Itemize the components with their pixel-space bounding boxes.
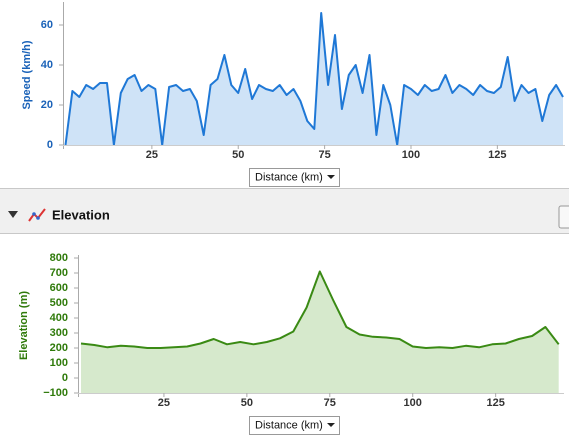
y-tick-label: 600: [50, 282, 68, 294]
y-tick-label: 0: [62, 372, 68, 384]
dropdown-label[interactable]: Distance (km): [255, 419, 323, 431]
y-tick-label: 100: [50, 357, 68, 369]
section-title: Elevation: [52, 207, 110, 222]
dropdown-arrow[interactable]: [327, 423, 335, 427]
line: [80, 270, 560, 349]
x-tick-label: 125: [486, 397, 504, 409]
y-axis-label: Speed (km/h): [21, 40, 33, 109]
dropdown-arrow[interactable]: [327, 175, 335, 179]
y-tick-label: 20: [41, 99, 53, 111]
dropdown-label[interactable]: Distance (km): [255, 171, 323, 183]
y-tick-label: 700: [50, 267, 68, 279]
y-tick-label: 800: [50, 252, 68, 264]
y-tick-label: 0: [47, 139, 53, 151]
area-fill: [81, 271, 559, 393]
y-tick-label: −100: [43, 387, 68, 399]
y-axis-label: Elevation (m): [18, 291, 30, 360]
expand-button[interactable]: [558, 205, 569, 229]
y-tick-label: 200: [50, 342, 68, 354]
collapse-toggle[interactable]: [8, 211, 18, 218]
area-fill: [65, 13, 563, 145]
section-header: [0, 188, 569, 234]
x-tick-label: 25: [146, 149, 158, 161]
y-tick-label: 300: [50, 327, 68, 339]
x-tick-label: 75: [318, 149, 330, 161]
x-tick-label: 25: [158, 397, 170, 409]
x-tick-label: 75: [324, 397, 336, 409]
y-tick-label: 60: [41, 19, 53, 31]
dropdown-box[interactable]: [249, 168, 340, 187]
x-axis-dropdown[interactable]: Distance (km): [249, 416, 340, 435]
x-tick-label: 50: [241, 397, 253, 409]
line: [64, 12, 564, 146]
x-tick-label: 50: [232, 149, 244, 161]
y-tick-label: 40: [41, 59, 53, 71]
x-tick-label: 125: [488, 149, 506, 161]
elevation-icon: [28, 208, 46, 222]
y-tick-label: 500: [50, 297, 68, 309]
x-axis-dropdown[interactable]: Distance (km): [249, 168, 340, 187]
y-tick-label: 400: [50, 312, 68, 324]
x-tick-label: 100: [404, 397, 422, 409]
x-tick-label: 100: [402, 149, 420, 161]
